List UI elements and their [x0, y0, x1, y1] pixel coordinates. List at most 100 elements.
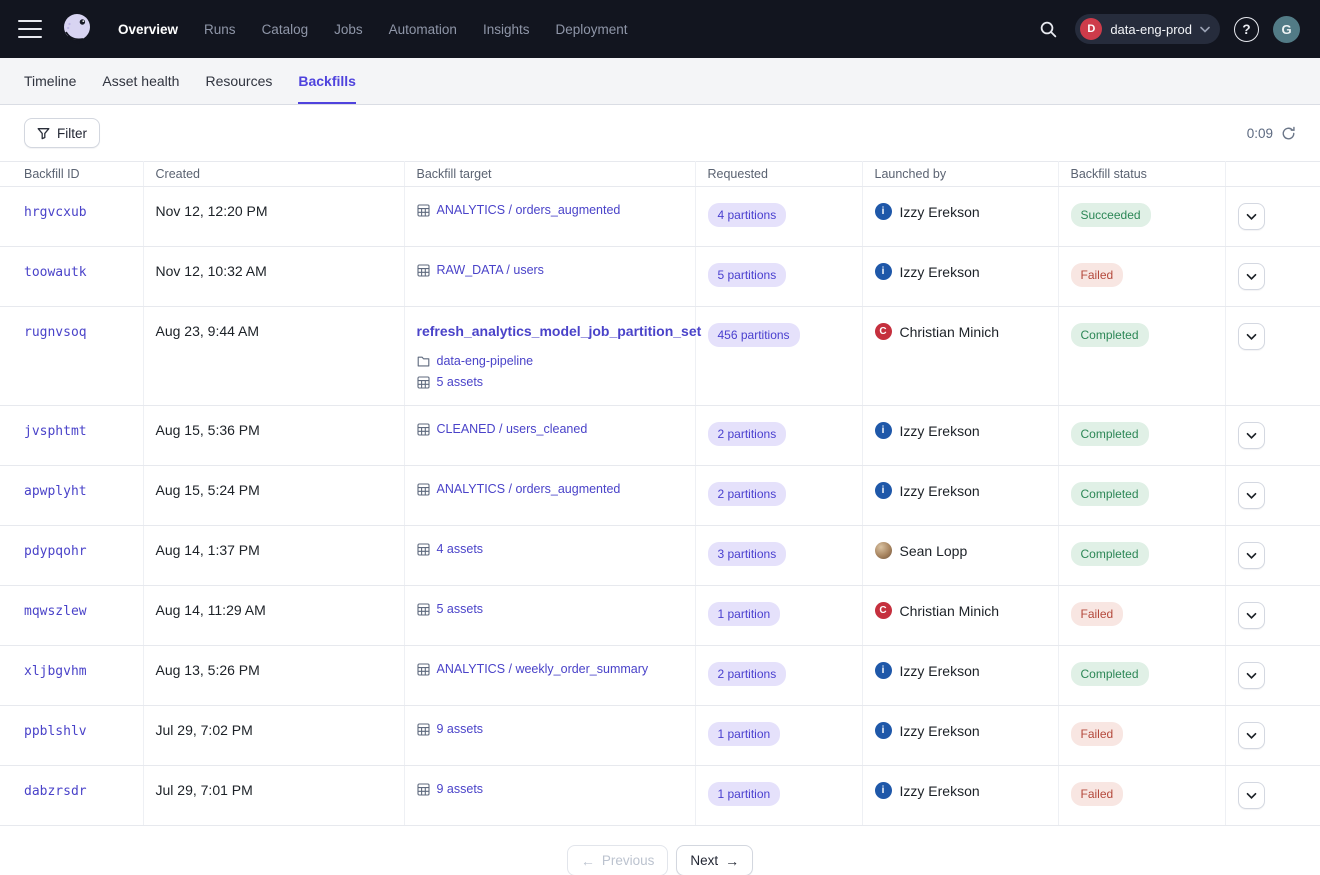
- previous-label: Previous: [602, 853, 655, 868]
- backfill-id-link[interactable]: mqwszlew: [24, 604, 87, 619]
- topnav-item-catalog[interactable]: Catalog: [262, 22, 309, 37]
- row-expand-button[interactable]: [1238, 602, 1265, 629]
- backfill-id-link[interactable]: apwplyht: [24, 484, 87, 499]
- table-icon: [417, 543, 430, 556]
- topnav-item-insights[interactable]: Insights: [483, 22, 530, 37]
- created-timestamp: Nov 12, 10:32 AM: [156, 263, 267, 279]
- launched-by-cell: i Izzy Erekson: [875, 722, 1046, 739]
- table-icon: [417, 663, 430, 676]
- status-badge: Completed: [1071, 662, 1149, 686]
- backfill-target-cell: CLEANED / users_cleaned: [404, 406, 695, 466]
- row-expand-button[interactable]: [1238, 662, 1265, 689]
- backfill-target-cell: 5 assets: [404, 586, 695, 646]
- chevron-down-icon: [1246, 492, 1257, 500]
- target-link[interactable]: ANALYTICS / orders_augmented: [437, 482, 621, 496]
- status-badge: Succeeded: [1071, 203, 1151, 227]
- target-job-link[interactable]: refresh_analytics_model_job_partition_se…: [417, 323, 702, 339]
- created-timestamp: Aug 23, 9:44 AM: [156, 323, 260, 339]
- topnav-item-automation[interactable]: Automation: [389, 22, 457, 37]
- chevron-down-icon: [1246, 273, 1257, 281]
- refresh-icon[interactable]: [1281, 126, 1296, 141]
- requested-badge: 456 partitions: [708, 323, 800, 347]
- search-icon[interactable]: [1035, 16, 1061, 42]
- backfill-id-link[interactable]: xljbgvhm: [24, 664, 87, 679]
- tab-timeline[interactable]: Timeline: [24, 58, 76, 104]
- target-link[interactable]: 9 assets: [437, 722, 484, 736]
- launcher-avatar: i: [875, 263, 892, 280]
- row-expand-button[interactable]: [1238, 203, 1265, 230]
- status-badge: Completed: [1071, 542, 1149, 566]
- row-expand-button[interactable]: [1238, 482, 1265, 509]
- backfill-id-link[interactable]: hrgvcxub: [24, 205, 87, 220]
- previous-page-button[interactable]: ← Previous: [567, 845, 669, 875]
- column-header-requested: Requested: [695, 162, 862, 187]
- topnav-item-jobs[interactable]: Jobs: [334, 22, 363, 37]
- row-expand-button[interactable]: [1238, 782, 1265, 809]
- topnav-item-deployment[interactable]: Deployment: [555, 22, 627, 37]
- chevron-down-icon: [1246, 213, 1257, 221]
- status-badge: Completed: [1071, 482, 1149, 506]
- launcher-name: Christian Minich: [900, 324, 1000, 340]
- target-link[interactable]: CLEANED / users_cleaned: [437, 422, 588, 436]
- row-expand-button[interactable]: [1238, 722, 1265, 749]
- target-link[interactable]: RAW_DATA / users: [437, 263, 544, 277]
- row-expand-button[interactable]: [1238, 263, 1265, 290]
- row-expand-button[interactable]: [1238, 542, 1265, 569]
- backfill-target-cell: 4 assets: [404, 526, 695, 586]
- backfill-id-link[interactable]: dabzrsdr: [24, 784, 87, 799]
- dagster-logo-icon[interactable]: [58, 10, 96, 48]
- target-link[interactable]: data-eng-pipeline: [437, 354, 534, 368]
- target-link[interactable]: ANALYTICS / weekly_order_summary: [437, 662, 649, 676]
- target-link[interactable]: 4 assets: [437, 542, 484, 556]
- backfill-id-link[interactable]: ppblshlv: [24, 724, 87, 739]
- help-icon[interactable]: ?: [1234, 17, 1259, 42]
- tab-resources[interactable]: Resources: [205, 58, 272, 104]
- launcher-avatar: C: [875, 323, 892, 340]
- backfill-id-link[interactable]: pdypqohr: [24, 544, 87, 559]
- table-icon: [417, 723, 430, 736]
- page-tabs: Timeline Asset health Resources Backfills: [0, 58, 1320, 105]
- requested-badge: 3 partitions: [708, 542, 787, 566]
- launched-by-cell: i Izzy Erekson: [875, 422, 1046, 439]
- target-link[interactable]: 5 assets: [437, 602, 484, 616]
- backfill-id-link[interactable]: rugnvsoq: [24, 325, 87, 340]
- launched-by-cell: i Izzy Erekson: [875, 203, 1046, 220]
- target-link[interactable]: 9 assets: [437, 782, 484, 796]
- status-badge: Failed: [1071, 602, 1124, 626]
- target-link[interactable]: 5 assets: [437, 375, 484, 389]
- target-link[interactable]: ANALYTICS / orders_augmented: [437, 203, 621, 217]
- row-expand-button[interactable]: [1238, 323, 1265, 350]
- table-icon: [417, 376, 430, 389]
- created-timestamp: Aug 14, 1:37 PM: [156, 542, 260, 558]
- row-expand-button[interactable]: [1238, 422, 1265, 449]
- filter-button[interactable]: Filter: [24, 118, 100, 148]
- deployment-switcher[interactable]: D data-eng-prod: [1075, 14, 1220, 44]
- user-avatar[interactable]: G: [1273, 16, 1300, 43]
- requested-badge: 2 partitions: [708, 422, 787, 446]
- chevron-down-icon: [1246, 732, 1257, 740]
- tab-asset-health[interactable]: Asset health: [102, 58, 179, 104]
- backfill-target-cell: ANALYTICS / weekly_order_summary: [404, 646, 695, 706]
- launcher-name: Izzy Erekson: [900, 423, 980, 439]
- launched-by-cell: i Izzy Erekson: [875, 662, 1046, 679]
- next-page-button[interactable]: Next →: [676, 845, 753, 875]
- status-badge: Failed: [1071, 263, 1124, 287]
- launched-by-cell: C Christian Minich: [875, 323, 1046, 340]
- table-body: hrgvcxub Nov 12, 12:20 PM ANALYTICS / or…: [0, 187, 1320, 826]
- menu-icon[interactable]: [18, 20, 42, 38]
- requested-badge: 1 partition: [708, 602, 781, 626]
- table-row: hrgvcxub Nov 12, 12:20 PM ANALYTICS / or…: [0, 187, 1320, 247]
- requested-badge: 2 partitions: [708, 482, 787, 506]
- topnav-item-overview[interactable]: Overview: [118, 22, 178, 37]
- arrow-left-icon: ←: [581, 854, 595, 868]
- created-timestamp: Aug 15, 5:36 PM: [156, 422, 260, 438]
- backfill-id-link[interactable]: jvsphtmt: [24, 424, 87, 439]
- backfill-id-link[interactable]: toowautk: [24, 265, 87, 280]
- topnav-item-runs[interactable]: Runs: [204, 22, 236, 37]
- launcher-avatar: i: [875, 422, 892, 439]
- backfills-table: Backfill IDCreatedBackfill targetRequest…: [0, 161, 1320, 826]
- launcher-avatar: i: [875, 782, 892, 799]
- launcher-avatar: C: [875, 602, 892, 619]
- table-row: dabzrsdr Jul 29, 7:01 PM 9 assets 1 part…: [0, 766, 1320, 826]
- tab-backfills[interactable]: Backfills: [298, 58, 356, 104]
